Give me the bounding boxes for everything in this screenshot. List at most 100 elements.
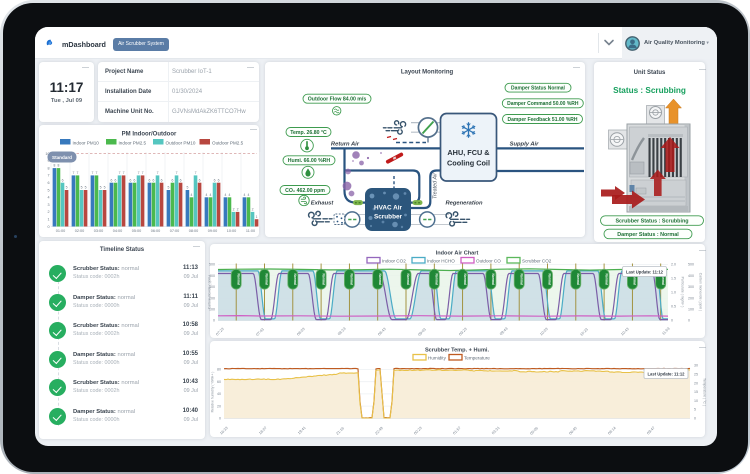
svg-text:Outdoor CO: Outdoor CO xyxy=(476,259,501,264)
svg-text:11:00: 11:00 xyxy=(246,229,255,233)
svg-text:6: 6 xyxy=(110,178,112,182)
svg-text:6: 6 xyxy=(148,178,150,182)
svg-text:03:31: 03:31 xyxy=(491,426,501,436)
svg-text:Last Update: 11:12: Last Update: 11:12 xyxy=(647,371,685,376)
svg-text:Normal: Normal xyxy=(265,274,269,285)
svg-text:Carbon monoxide ( ppm ): Carbon monoxide ( ppm ) xyxy=(699,273,703,311)
svg-text:9: 9 xyxy=(47,159,49,163)
svg-text:05:00: 05:00 xyxy=(132,229,142,233)
svg-text:22:49: 22:49 xyxy=(374,426,384,436)
svg-text:7: 7 xyxy=(142,171,144,175)
svg-text:2: 2 xyxy=(233,208,235,212)
svg-text:Unit Status: Unit Status xyxy=(634,70,666,76)
svg-text:Return Air: Return Air xyxy=(331,142,360,148)
svg-text:05:06: 05:06 xyxy=(529,426,539,436)
svg-text:Temperature ( °C ): Temperature ( °C ) xyxy=(703,378,707,406)
svg-text:10:00: 10:00 xyxy=(227,229,237,233)
svg-text:06:00: 06:00 xyxy=(151,229,161,233)
svg-text:09:47: 09:47 xyxy=(646,426,656,436)
svg-text:6: 6 xyxy=(199,178,201,182)
svg-text:Cooling Coil: Cooling Coil xyxy=(447,159,490,168)
svg-text:Scrubber: Scrubber xyxy=(374,214,403,221)
svg-text:5: 5 xyxy=(167,186,169,190)
svg-text:60: 60 xyxy=(217,380,221,384)
svg-text:7: 7 xyxy=(77,171,79,175)
svg-text:08:03: 08:03 xyxy=(296,327,306,337)
svg-text:—: — xyxy=(699,66,706,73)
svg-text:4: 4 xyxy=(224,193,226,197)
svg-text:09:00: 09:00 xyxy=(208,229,218,233)
svg-text:Normal: Normal xyxy=(321,274,325,285)
svg-text:5: 5 xyxy=(81,186,83,190)
svg-text:Regeneration: Regeneration xyxy=(445,201,483,207)
svg-text:1.5: 1.5 xyxy=(671,277,676,281)
svg-text:500: 500 xyxy=(209,263,215,267)
svg-text:6: 6 xyxy=(180,178,182,182)
svg-text:400: 400 xyxy=(688,274,694,278)
svg-text:300: 300 xyxy=(209,285,215,289)
svg-text:10: 10 xyxy=(45,152,49,156)
svg-text:2.0: 2.0 xyxy=(671,263,676,267)
svg-text:0: 0 xyxy=(47,225,49,229)
svg-text:Scrubber Temp. + Humi.: Scrubber Temp. + Humi. xyxy=(425,348,490,354)
svg-text:Layout Monitoring: Layout Monitoring xyxy=(401,70,454,76)
svg-text:Exhaust: Exhaust xyxy=(311,201,335,207)
svg-text:Temp. 26.80 °C: Temp. 26.80 °C xyxy=(290,130,327,136)
svg-text:—: — xyxy=(699,247,706,254)
svg-text:4: 4 xyxy=(210,193,212,197)
svg-text:08:43: 08:43 xyxy=(377,327,387,337)
svg-text:19:41: 19:41 xyxy=(297,426,307,436)
svg-text:4: 4 xyxy=(243,193,245,197)
svg-text:0: 0 xyxy=(219,417,221,421)
svg-text:07:23: 07:23 xyxy=(215,327,225,337)
svg-text:2: 2 xyxy=(237,208,239,212)
svg-text:16:33: 16:33 xyxy=(219,426,229,436)
svg-text:09:23: 09:23 xyxy=(458,327,468,337)
svg-text:00:23: 00:23 xyxy=(413,426,423,436)
svg-text:8: 8 xyxy=(58,164,60,168)
svg-text:Normal: Normal xyxy=(661,274,665,285)
svg-text:5: 5 xyxy=(694,408,696,412)
svg-text:0: 0 xyxy=(694,417,696,421)
svg-text:21:16: 21:16 xyxy=(335,426,345,436)
svg-text:6: 6 xyxy=(134,178,136,182)
svg-text:200: 200 xyxy=(209,296,215,300)
svg-text:Status : Scrubbing: Status : Scrubbing xyxy=(613,86,686,95)
svg-text:Supply Air: Supply Air xyxy=(510,142,540,148)
svg-text:—: — xyxy=(250,126,257,133)
svg-text:04:00: 04:00 xyxy=(113,229,123,233)
svg-text:6: 6 xyxy=(214,178,216,182)
svg-text:Particulate ( mg/m³ ): Particulate ( mg/m³ ) xyxy=(681,277,685,308)
svg-text:7: 7 xyxy=(119,171,121,175)
svg-text:07:00: 07:00 xyxy=(170,229,180,233)
svg-text:7: 7 xyxy=(176,171,178,175)
svg-text:6: 6 xyxy=(161,178,163,182)
svg-text:15: 15 xyxy=(694,390,698,394)
svg-text:20: 20 xyxy=(217,404,221,408)
svg-text:Indoor Air Chart: Indoor Air Chart xyxy=(436,251,479,257)
svg-text:0: 0 xyxy=(688,319,690,323)
svg-text:40: 40 xyxy=(217,392,221,396)
svg-text:CO₂ 462.00 ppm: CO₂ 462.00 ppm xyxy=(285,188,325,194)
svg-text:Normal: Normal xyxy=(491,274,495,285)
svg-text:6: 6 xyxy=(153,178,155,182)
svg-text:10: 10 xyxy=(694,399,698,403)
svg-text:Normal: Normal xyxy=(293,274,297,285)
svg-text:Indoor PM2.5: Indoor PM2.5 xyxy=(119,140,147,145)
svg-text:25: 25 xyxy=(694,373,698,377)
svg-text:Temperature: Temperature xyxy=(464,356,490,361)
svg-text:Humi. 66.00 %RH: Humi. 66.00 %RH xyxy=(288,158,331,164)
svg-text:10:03: 10:03 xyxy=(539,327,549,337)
svg-text:0: 0 xyxy=(213,319,215,323)
svg-text:Outdoor PM2.5: Outdoor PM2.5 xyxy=(212,140,244,145)
svg-text:30: 30 xyxy=(694,364,698,368)
svg-text:Outdoor Flow 84.00 m/s: Outdoor Flow 84.00 m/s xyxy=(308,97,367,103)
svg-text:Damper Status : Normal: Damper Status : Normal xyxy=(617,232,679,238)
svg-text:6: 6 xyxy=(172,178,174,182)
svg-text:Scrubber Status : Scrubbing: Scrubber Status : Scrubbing xyxy=(615,219,688,225)
svg-text:10:23: 10:23 xyxy=(579,327,589,337)
svg-text:6: 6 xyxy=(47,181,49,185)
svg-text:Damper Status Normal: Damper Status Normal xyxy=(511,86,566,92)
svg-text:2: 2 xyxy=(252,208,254,212)
svg-text:5: 5 xyxy=(47,188,49,192)
